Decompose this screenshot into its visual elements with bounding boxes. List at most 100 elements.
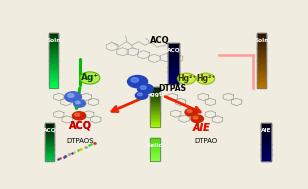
Bar [168,71,179,73]
Bar [150,139,160,140]
Bar [261,123,271,161]
Bar [45,137,55,138]
Text: ACQ: ACQ [69,120,92,130]
Bar [150,157,160,158]
Bar [150,148,160,149]
Bar [168,47,179,49]
Bar [168,67,179,69]
Bar [150,143,160,144]
Bar [150,96,160,98]
Bar [168,77,179,78]
Bar [168,57,179,58]
Bar [49,62,58,64]
Bar [257,82,266,84]
Circle shape [140,86,146,89]
Bar [257,73,266,75]
Bar [261,148,271,149]
Text: AIE: AIE [193,123,211,133]
Bar [45,129,55,131]
Bar [257,59,266,60]
Bar [257,60,266,62]
Bar [168,58,179,59]
Text: DTPAO: DTPAO [194,138,217,144]
Bar [45,144,55,146]
Bar [261,133,271,134]
Bar [150,140,160,141]
Circle shape [75,113,80,116]
Bar [168,43,179,84]
Bar [261,147,271,148]
Text: Ag⁺: Ag⁺ [81,74,99,82]
Bar [45,142,55,143]
Bar [261,129,271,131]
Bar [45,147,55,148]
Text: DTPAOS: DTPAOS [67,138,94,144]
Bar [49,77,58,79]
Bar [49,40,58,42]
Bar [49,60,58,62]
Bar [261,160,271,161]
Bar [49,68,58,70]
Bar [261,144,271,146]
Bar [168,78,179,80]
Bar [257,36,266,38]
Bar [150,155,160,156]
Bar [150,146,160,147]
Bar [45,139,55,141]
Bar [150,104,160,106]
Bar [257,55,266,57]
Bar [168,69,179,70]
Bar [45,143,55,145]
Circle shape [138,84,153,94]
Bar [257,66,266,68]
Bar [150,160,160,161]
Bar [45,128,55,129]
Bar [49,71,58,73]
Bar [168,46,179,47]
Bar [45,131,55,132]
Bar [45,158,55,160]
Bar [168,51,179,53]
Bar [168,52,179,54]
Bar [49,36,58,38]
Circle shape [131,78,139,82]
Text: AIE: AIE [193,123,211,133]
Bar [49,55,58,57]
Bar [261,131,271,132]
Bar [150,122,160,123]
Bar [150,101,160,103]
Bar [257,64,266,66]
Bar [150,89,160,91]
Text: ACQ: ACQ [150,36,170,45]
Bar [45,151,55,152]
Bar [261,141,271,142]
Circle shape [74,100,86,107]
Bar [257,71,266,73]
Bar [49,66,58,68]
Bar [150,125,160,126]
Bar [49,47,58,50]
Text: Hg²⁺: Hg²⁺ [177,74,196,83]
Bar [49,33,58,35]
Bar [150,147,160,148]
Circle shape [177,73,196,84]
Bar [49,86,58,88]
Bar [261,137,271,138]
Bar [150,151,160,152]
Bar [261,156,271,157]
Bar [168,63,179,65]
Bar [150,152,160,153]
Bar [150,116,160,118]
Circle shape [72,112,86,120]
Bar [150,115,160,117]
Bar [45,156,55,157]
Bar [261,127,271,128]
Bar [150,149,160,150]
Bar [150,154,160,155]
Bar [261,134,271,136]
Bar [49,75,58,77]
Bar [150,98,160,99]
Bar [45,148,55,149]
Bar [150,103,160,104]
Bar [150,126,160,127]
